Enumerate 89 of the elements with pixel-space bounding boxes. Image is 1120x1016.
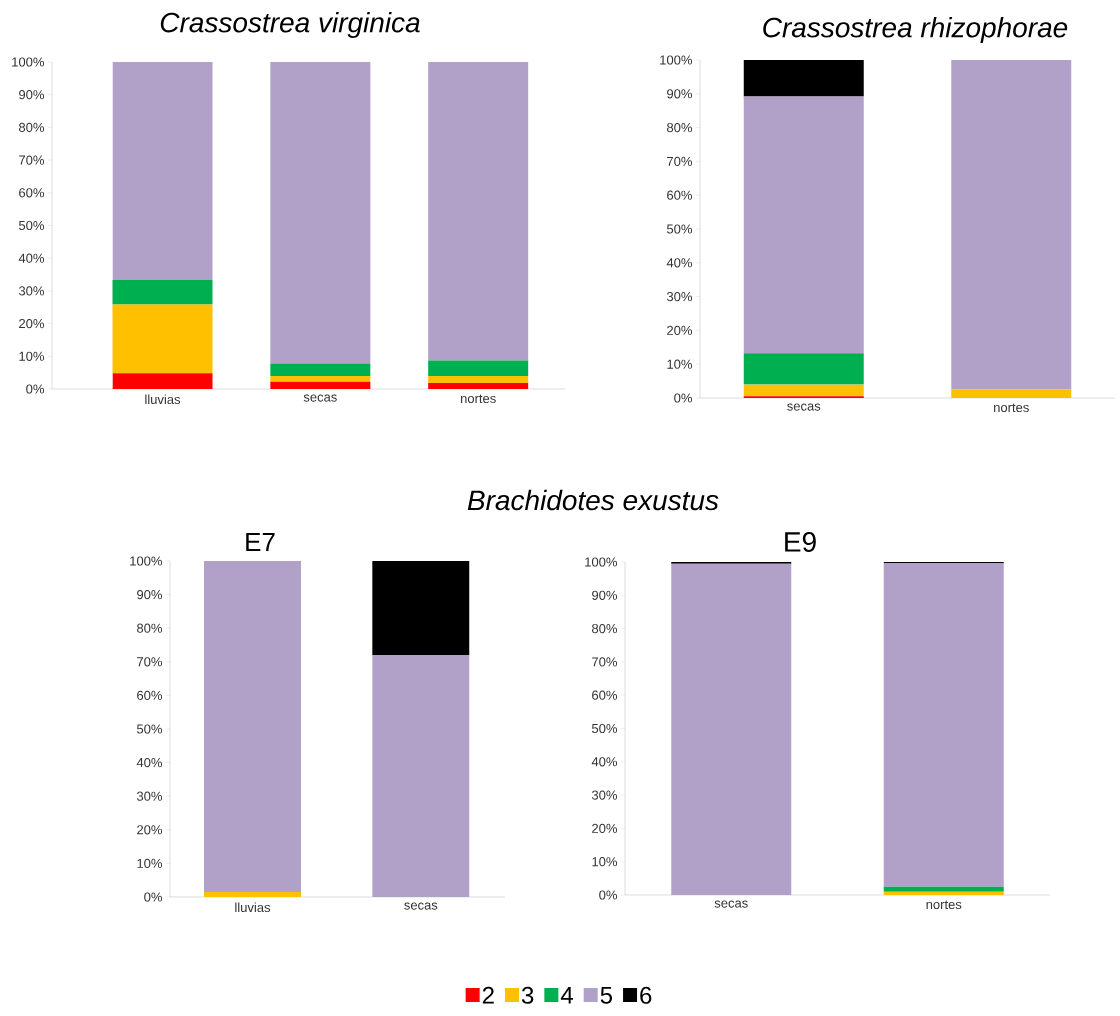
y-tick-label: 50%	[591, 723, 618, 734]
bar	[428, 61, 529, 361]
y-tick-label: 70%	[137, 657, 163, 667]
x-tick-label: nortes	[926, 900, 962, 910]
y-tick-label: 80%	[667, 122, 693, 133]
y-tick-label: 30%	[666, 291, 693, 302]
bar	[428, 360, 529, 376]
x-tick-label: secas	[404, 902, 438, 910]
y-tick-label: 80%	[592, 623, 618, 634]
bar	[270, 363, 371, 376]
y-tick-label: 40%	[136, 757, 163, 768]
y-tick-label: 100%	[12, 57, 45, 67]
legend-label: 6	[640, 986, 652, 1004]
bar	[951, 389, 1072, 398]
bar	[428, 375, 529, 384]
y-tick-label: 70%	[667, 156, 693, 166]
y-tick-label: 0%	[144, 892, 163, 902]
y-tick-label: 30%	[18, 286, 45, 296]
chart-title: Crassostrea virginica	[160, 11, 420, 39]
y-tick-label: 0%	[674, 393, 693, 403]
bar	[372, 655, 470, 897]
bar	[112, 373, 213, 389]
y-tick-label: 60%	[19, 188, 45, 198]
x-tick-label: secas	[787, 403, 821, 411]
text: Brachidotes exustus	[467, 489, 719, 511]
x-tick-label: secas	[303, 394, 337, 402]
y-tick-label: 0%	[599, 890, 618, 900]
bar	[883, 562, 1004, 887]
y-tick-label: 10%	[667, 359, 693, 369]
bar	[951, 59, 1072, 390]
x-tick-label: secas	[714, 900, 748, 908]
y-tick-label: 20%	[19, 318, 45, 329]
y-tick-label: 60%	[592, 690, 618, 700]
y-tick-label: 90%	[592, 590, 618, 600]
y-tick-label: 0%	[26, 384, 45, 394]
chart-title: E9	[785, 532, 816, 552]
bar	[883, 891, 1004, 895]
bar	[203, 560, 301, 892]
y-tick-label: 30%	[136, 791, 163, 801]
y-tick-label: 90%	[667, 89, 693, 99]
y-tick-label: 30%	[591, 790, 618, 800]
y-tick-label: 90%	[137, 589, 163, 600]
bar	[372, 560, 470, 656]
legend-label: 5	[600, 986, 613, 1004]
bar	[743, 59, 864, 97]
x-tick-label: lluvias	[145, 394, 181, 405]
bar	[883, 886, 1004, 892]
y-tick-label: 40%	[18, 253, 45, 263]
y-tick-label: 50%	[18, 220, 45, 231]
bar	[671, 563, 792, 895]
y-tick-label: 50%	[666, 224, 693, 234]
y-tick-label: 70%	[592, 657, 618, 667]
y-tick-label: 50%	[136, 724, 163, 734]
legend-label: 3	[521, 986, 534, 1004]
bar	[203, 891, 301, 897]
legend-label: 4	[560, 986, 573, 1004]
y-tick-label: 70%	[19, 155, 45, 165]
bar	[743, 384, 864, 397]
x-tick-label: nortes	[460, 394, 496, 404]
y-tick-label: 20%	[592, 823, 618, 833]
y-tick-label: 90%	[19, 90, 45, 100]
y-tick-label: 20%	[137, 825, 163, 835]
bar	[112, 304, 213, 374]
bar	[270, 61, 371, 364]
y-tick-label: 10%	[19, 351, 45, 361]
y-tick-label: 40%	[666, 258, 693, 268]
y-tick-label: 60%	[137, 690, 163, 700]
x-tick-label: nortes	[994, 403, 1029, 413]
y-tick-label: 10%	[592, 857, 618, 867]
bar	[270, 375, 371, 382]
y-tick-label: 60%	[667, 190, 693, 200]
bar	[743, 353, 864, 385]
bar	[428, 383, 529, 389]
bar	[743, 96, 864, 354]
y-tick-label: 40%	[591, 757, 618, 767]
y-tick-label: 100%	[130, 556, 163, 566]
chart-title: Crassostrea rhizophorae	[763, 16, 1068, 44]
y-tick-label: 100%	[585, 557, 618, 567]
y-tick-label: 80%	[137, 623, 163, 633]
bar	[112, 280, 213, 305]
y-tick-label: 20%	[667, 325, 693, 335]
y-tick-label: 80%	[19, 122, 45, 132]
bar	[270, 381, 371, 389]
x-tick-label: lluvias	[235, 902, 271, 913]
legend-label: 2	[482, 986, 494, 1004]
y-tick-label: 10%	[137, 858, 163, 868]
bar	[112, 61, 213, 281]
chart-subtitle: E7	[246, 533, 275, 551]
y-tick-label: 100%	[660, 55, 693, 65]
